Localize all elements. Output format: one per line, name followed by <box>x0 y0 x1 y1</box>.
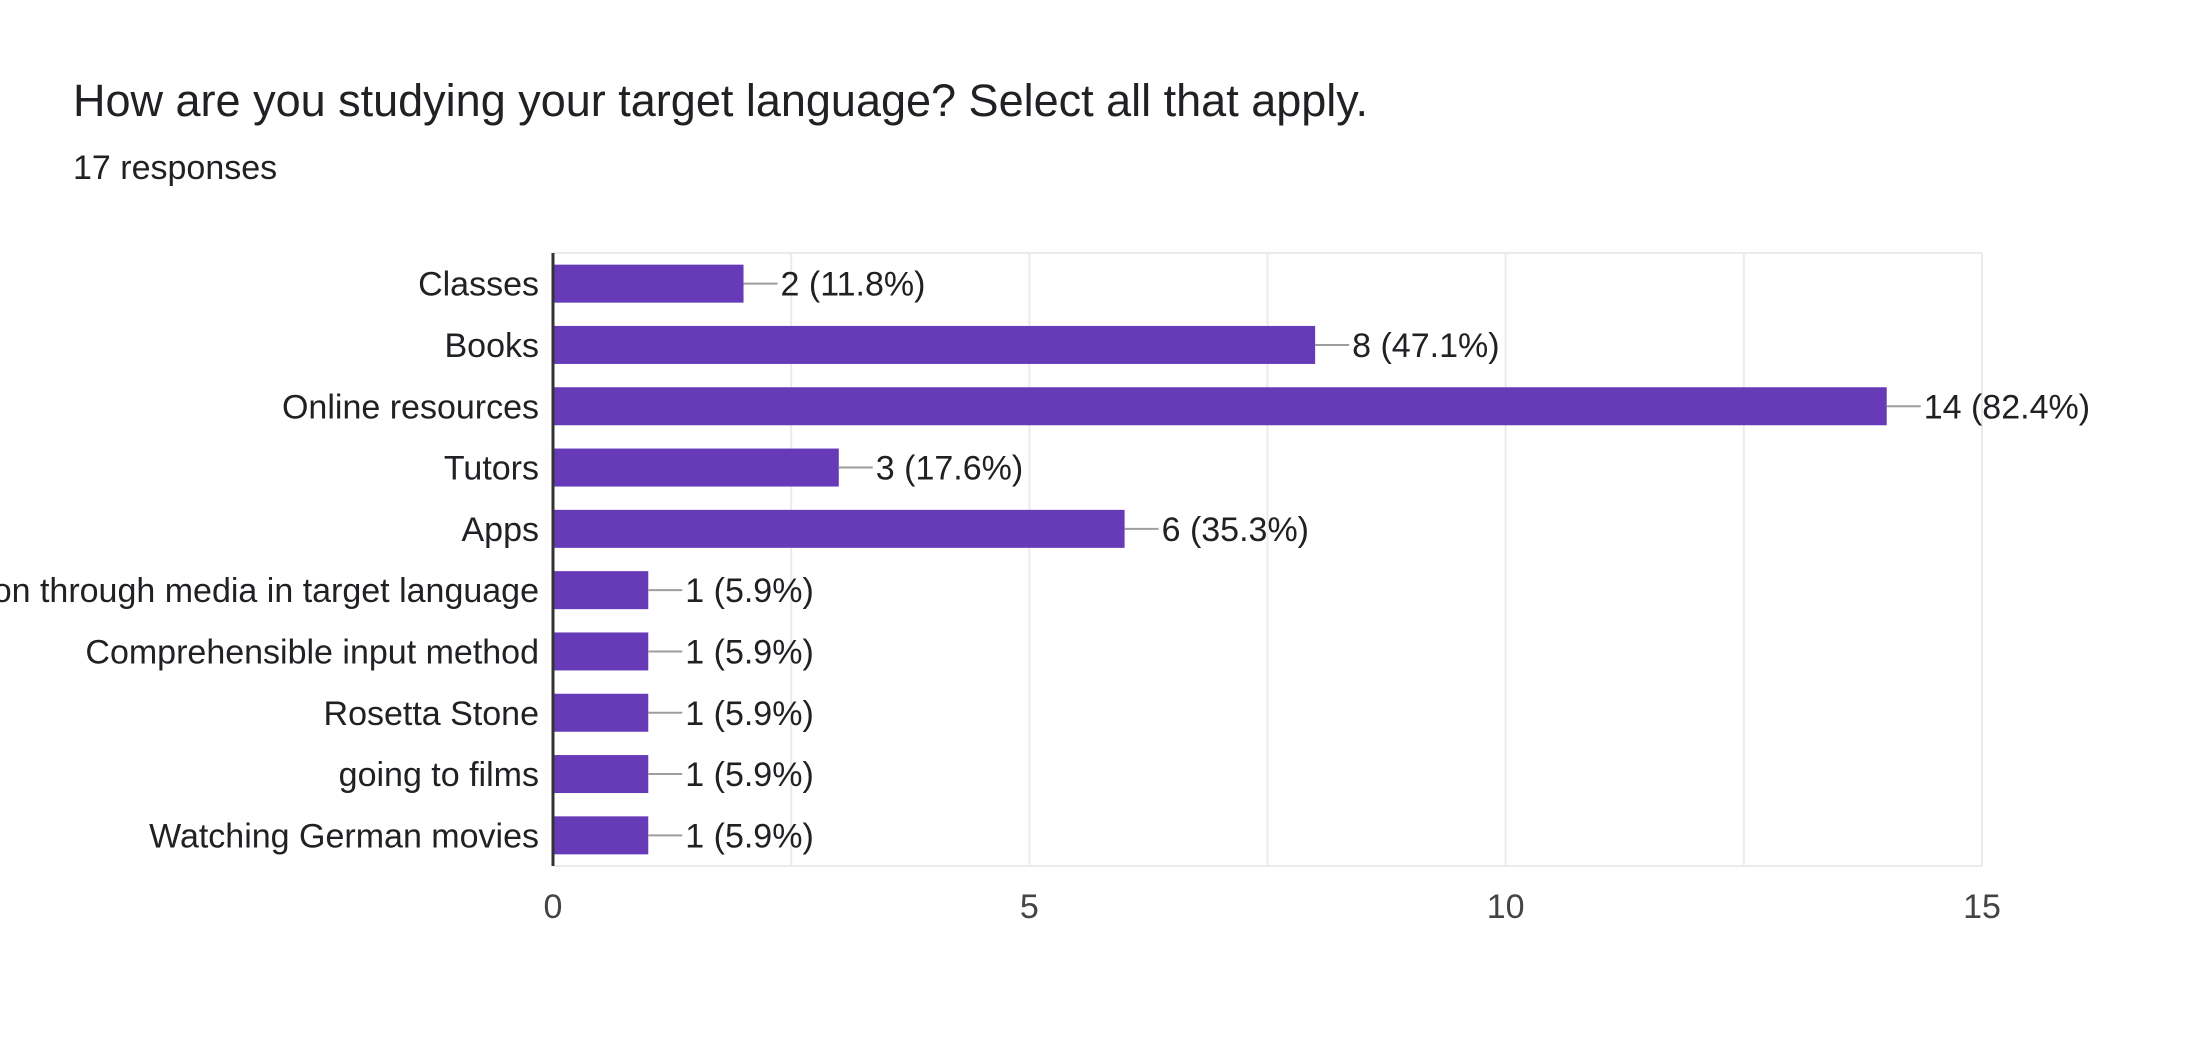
bar <box>553 509 1125 548</box>
category-label: Apps <box>462 511 540 549</box>
bar <box>553 387 1887 426</box>
data-label: 1 (5.9%) <box>685 633 814 671</box>
data-label: 1 (5.9%) <box>685 817 814 855</box>
data-label: 14 (82.4%) <box>1924 388 2090 426</box>
data-label: 1 (5.9%) <box>685 756 814 794</box>
data-label: 3 (17.6%) <box>876 450 1023 488</box>
data-label: 8 (47.1%) <box>1352 327 1499 365</box>
data-label: 2 (11.8%) <box>781 266 926 304</box>
chart-title: How are you studying your target languag… <box>73 75 1368 126</box>
category-label: Online resources <box>282 388 539 426</box>
x-tick-label: 0 <box>544 888 563 926</box>
category-label: Tutors <box>444 450 539 488</box>
response-count: 17 responses <box>73 149 278 187</box>
bar <box>553 632 649 671</box>
category-label: going to films <box>339 756 539 794</box>
category-label: Immersion through media in target langua… <box>0 572 539 610</box>
category-label: Classes <box>418 266 539 304</box>
category-label: Comprehensible input method <box>85 633 539 671</box>
category-label: Watching German movies <box>149 817 539 855</box>
bar <box>553 693 649 732</box>
category-label: Rosetta Stone <box>324 695 539 733</box>
x-tick-label: 15 <box>1963 888 2001 926</box>
bar <box>553 325 1316 364</box>
bar <box>553 755 649 794</box>
labels: 0 5 10 15 2 (11.8%) Classes 8 (47.1%) Books 14 (… <box>0 266 2090 926</box>
data-label: 6 (35.3%) <box>1162 511 1309 549</box>
grid-lines <box>553 252 1983 867</box>
x-tick-label: 10 <box>1487 888 1525 926</box>
bar <box>553 448 839 487</box>
bars <box>553 264 1921 855</box>
bar <box>553 816 649 855</box>
bar <box>553 571 649 610</box>
data-label: 1 (5.9%) <box>685 695 814 733</box>
x-tick-label: 5 <box>1020 888 1039 926</box>
data-label: 1 (5.9%) <box>685 572 814 610</box>
bar <box>553 264 744 303</box>
category-label: Books <box>445 327 540 365</box>
